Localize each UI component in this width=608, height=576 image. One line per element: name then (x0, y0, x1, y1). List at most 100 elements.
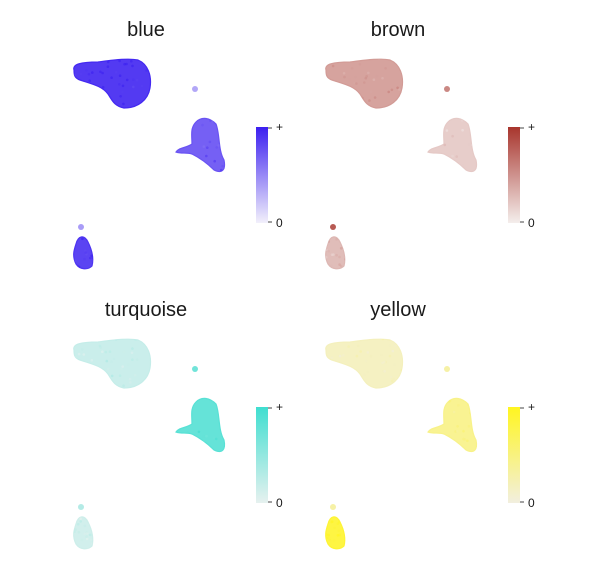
cell-point (118, 83, 121, 86)
cell-point (363, 373, 366, 376)
cell-point (325, 361, 329, 365)
cell-point (114, 71, 118, 74)
cell-point (118, 374, 122, 377)
cell-point (326, 516, 329, 519)
cell-point (90, 238, 93, 241)
cell-cluster-a (73, 338, 152, 389)
cell-point (330, 264, 333, 267)
cell-point (214, 437, 218, 441)
panel-title: turquoise (105, 299, 187, 321)
cell-point (75, 106, 79, 108)
cell-point (224, 401, 225, 404)
cell-point (393, 363, 396, 366)
cell-point (73, 236, 76, 240)
cell-point (383, 360, 386, 364)
panel-turquoise: turquoise +0 (73, 299, 283, 550)
cell-point (430, 405, 434, 408)
cell-point (398, 381, 401, 385)
cell-point (73, 516, 75, 519)
cell-point (462, 437, 465, 441)
cell-point (130, 351, 134, 355)
cell-point (205, 434, 208, 438)
cell-point (388, 344, 392, 347)
cell-point (352, 372, 356, 376)
cell-point (200, 172, 203, 175)
cell-point (184, 451, 187, 452)
cell-point (337, 529, 341, 533)
cell-point (338, 380, 341, 383)
cell-point (82, 353, 86, 356)
cell-point (467, 424, 471, 428)
cell-point (81, 237, 84, 241)
cell-point (379, 339, 382, 340)
cell-point (343, 243, 345, 246)
cell-point (202, 435, 205, 438)
cell-point (377, 59, 381, 60)
cell-point (467, 143, 471, 146)
colorbar-low-label: 0 (528, 216, 535, 230)
cell-point (176, 140, 178, 143)
cell-point (151, 350, 154, 353)
cell-point (73, 521, 76, 524)
cell-point (432, 131, 436, 135)
cell-point (325, 533, 328, 536)
cell-point (76, 106, 80, 108)
cell-point (325, 237, 329, 240)
cell-point (76, 85, 80, 89)
cell-point (132, 85, 135, 89)
cell-point (89, 538, 93, 541)
cell-point (112, 357, 116, 361)
cell-point (389, 375, 393, 379)
cell-point (206, 447, 210, 451)
cell-point (391, 349, 395, 353)
cell-point (462, 429, 465, 433)
cell-point (130, 59, 133, 63)
cell-point (83, 86, 87, 90)
cell-point (394, 344, 397, 347)
cell-point (79, 233, 82, 236)
cell-point (338, 263, 341, 266)
cell-point (329, 539, 333, 543)
cell-point (325, 382, 327, 386)
cell-point (335, 237, 338, 241)
cell-point (451, 441, 454, 445)
cell-point (327, 533, 330, 537)
cell-point (326, 103, 329, 106)
cell-point (83, 532, 86, 536)
cell-point (390, 379, 394, 383)
cell-point (366, 370, 369, 374)
cell-point (90, 358, 94, 362)
cell-point (338, 533, 342, 536)
cell-point (91, 243, 93, 246)
cell-point (344, 521, 345, 525)
cell-point (355, 354, 359, 358)
cell-point (89, 379, 93, 383)
cell-point (335, 90, 338, 93)
cell-point (452, 410, 456, 414)
cell-point (342, 354, 345, 357)
cell-point (398, 88, 401, 91)
cell-dot-small (444, 86, 450, 92)
cell-point (121, 90, 124, 94)
cell-point (325, 517, 327, 520)
cell-point (352, 59, 356, 60)
cell-point (470, 398, 473, 400)
cell-point (358, 63, 362, 66)
cell-point (350, 106, 354, 108)
cell-point (369, 354, 373, 358)
cell-point (176, 118, 178, 120)
cell-point (442, 401, 446, 405)
cell-cluster-a (73, 58, 152, 109)
cell-cluster-b (175, 397, 226, 453)
cell-point (212, 395, 215, 398)
cell-point (188, 439, 192, 443)
cell-point (445, 129, 449, 132)
cell-point (176, 449, 179, 452)
cell-point (341, 386, 345, 388)
cell-dot-small (444, 366, 450, 372)
cell-point (118, 59, 121, 63)
cell-point (342, 59, 346, 62)
cell-point (356, 344, 360, 348)
cell-point (221, 164, 224, 168)
cell-point (428, 170, 431, 172)
